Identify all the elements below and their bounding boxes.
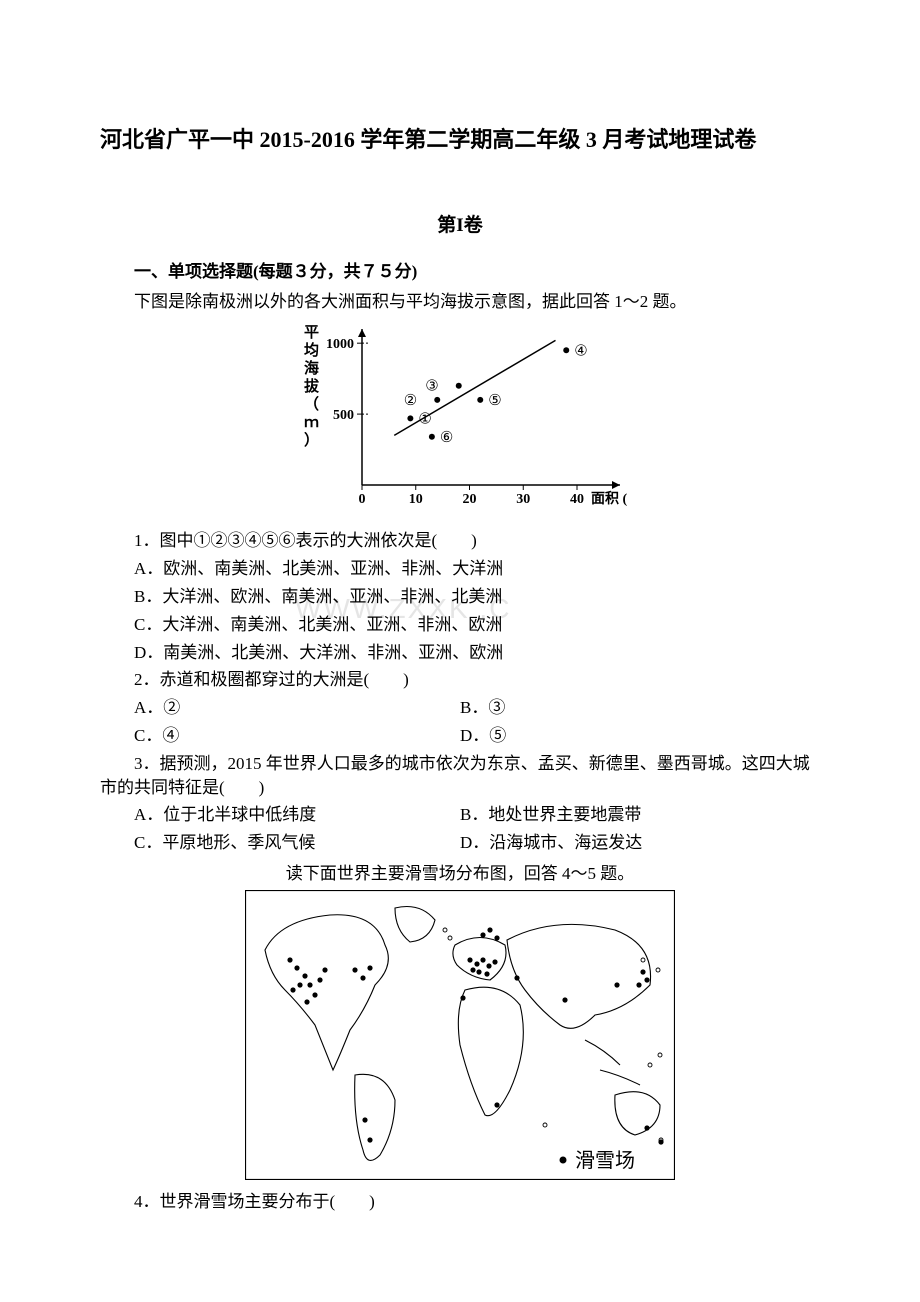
- svg-text:滑雪场: 滑雪场: [575, 1149, 635, 1172]
- svg-text:均: 均: [304, 341, 319, 359]
- svg-text:（: （: [304, 395, 319, 413]
- svg-text:40: 40: [570, 492, 584, 507]
- svg-text:海: 海: [304, 359, 319, 377]
- svg-text:①: ①: [418, 412, 431, 428]
- q1-option-b: B．大洋洲、欧洲、南美洲、亚洲、非洲、北美洲: [100, 585, 820, 609]
- q1-option-d: D．南美洲、北美洲、大洋洲、非洲、亚洲、欧洲: [100, 641, 820, 665]
- q1-stem: 1．图中①②③④⑤⑥表示的大洲依次是( ): [100, 529, 820, 553]
- svg-text:10: 10: [409, 492, 423, 507]
- intro-q1q2: 下图是除南极洲以外的各大洲面积与平均海拔示意图，据此回答 1～2 题。: [100, 290, 820, 314]
- world-map-svg: 滑雪场: [245, 890, 675, 1180]
- q2-option-c: C．④: [100, 724, 460, 748]
- q3-stem-text: 3．据预测，2015 年世界人口最多的城市依次为东京、孟买、新德里、墨西哥城。这…: [100, 754, 810, 797]
- svg-text:④: ④: [574, 344, 587, 360]
- q3-option-c: C．平原地形、季风气候: [100, 831, 460, 855]
- svg-text:面积 ( × 10⁶km²): 面积 ( × 10⁶km²): [591, 490, 630, 507]
- svg-text:③: ③: [425, 379, 438, 395]
- q2-option-d: D．⑤: [460, 724, 820, 748]
- svg-text:1000: 1000: [326, 338, 354, 353]
- svg-text:平: 平: [304, 324, 319, 341]
- intro-q4q5: 读下面世界主要滑雪场分布图，回答 4～5 题。: [100, 859, 820, 884]
- q3-stem: 3．据预测，2015 年世界人口最多的城市依次为东京、孟买、新德里、墨西哥城。这…: [100, 752, 820, 800]
- svg-text:⑤: ⑤: [488, 393, 501, 409]
- svg-text:ｍ: ｍ: [304, 415, 319, 431]
- section-heading-1: 第I卷: [100, 210, 820, 237]
- svg-text:）: ）: [304, 431, 319, 449]
- q4-stem: 4．世界滑雪场主要分布于( ): [100, 1190, 820, 1214]
- exam-title: 河北省广平一中 2015-2016 学年第二学期高二年级 3 月考试地理试卷: [100, 120, 820, 160]
- svg-text:500: 500: [333, 408, 354, 423]
- world-ski-map: 滑雪场: [100, 890, 820, 1180]
- q2-option-a: A．②: [100, 696, 460, 720]
- q2-option-b: B．③: [460, 696, 820, 720]
- scatter-chart-svg: 500 1000 0 10 20 30 40 ①②③ ④ ⑤ ⑥ 平均海拔（ ｍ） 面积 ( × 10⁶k…: [290, 319, 630, 519]
- svg-text:20: 20: [463, 492, 477, 507]
- svg-text:30: 30: [516, 492, 530, 507]
- q1-option-c: C．大洋洲、南美洲、北美洲、亚洲、非洲、欧洲: [100, 613, 820, 637]
- subsection-heading-mcq: 一、单项选择题(每题３分，共７５分): [100, 257, 820, 282]
- q3-option-b: B．地处世界主要地震带: [460, 803, 820, 827]
- svg-text:0: 0: [359, 492, 366, 507]
- svg-text:拔: 拔: [304, 377, 320, 395]
- q1-option-a: A．欧洲、南美洲、北美洲、亚洲、非洲、大洋洲: [100, 557, 820, 581]
- q3-option-a: A．位于北半球中低纬度: [100, 803, 460, 827]
- chart-area-elevation: 500 1000 0 10 20 30 40 ①②③ ④ ⑤ ⑥ 平均海拔（ ｍ） 面积 ( × 10⁶k…: [100, 319, 820, 519]
- svg-text:②: ②: [404, 393, 417, 409]
- q2-stem: 2．赤道和极圈都穿过的大洲是( ): [100, 668, 820, 692]
- svg-text:⑥: ⑥: [440, 430, 453, 446]
- q3-option-d: D．沿海城市、海运发达: [460, 831, 820, 855]
